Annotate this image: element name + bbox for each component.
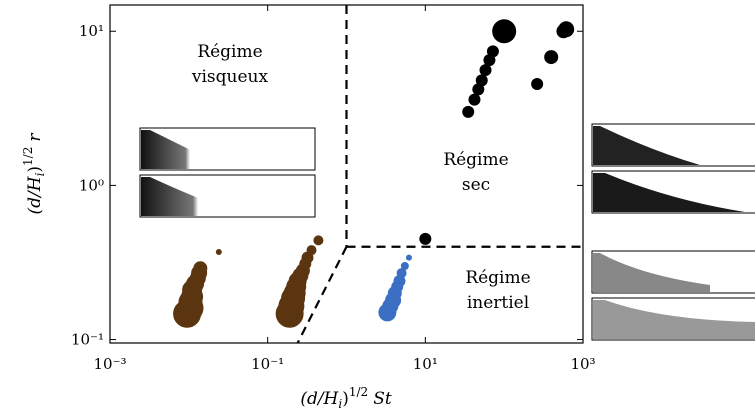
- data-point: [492, 19, 517, 44]
- data-point: [475, 74, 488, 87]
- y-tick-label: 10⁰: [79, 176, 104, 194]
- plot-area: [173, 5, 583, 344]
- data-point: [556, 24, 571, 39]
- data-point: [396, 268, 407, 279]
- regime-label: Régime: [465, 268, 530, 288]
- regime-boundary: [296, 246, 348, 344]
- y-tick-label: 10⁻¹: [71, 331, 104, 349]
- data-point: [419, 232, 432, 245]
- y-tick-label: 10¹: [79, 22, 104, 40]
- data-point: [468, 93, 481, 106]
- x-tick-label: 10³: [570, 355, 595, 373]
- data-point: [486, 45, 499, 58]
- data-point: [313, 235, 324, 246]
- regime-label: sec: [462, 175, 490, 195]
- data-point: [215, 248, 222, 255]
- regime-label: visqueux: [191, 67, 269, 87]
- data-point: [479, 64, 492, 77]
- data-point: [531, 77, 544, 90]
- regime-label: inertiel: [467, 293, 529, 313]
- x-axis-label: (d/Hi)1/2 St: [300, 385, 392, 411]
- data-point: [405, 254, 412, 261]
- data-point: [193, 261, 208, 276]
- data-point: [400, 262, 409, 271]
- x-tick-label: 10¹: [413, 355, 438, 373]
- x-tick-label: 10⁻³: [93, 355, 126, 373]
- data-point: [306, 245, 317, 256]
- regime-label: Régime: [443, 150, 508, 170]
- data-point: [462, 105, 475, 118]
- y-axis-label: (d/Hi)1/2r: [21, 133, 47, 215]
- insets: [139, 123, 755, 341]
- data-point: [544, 50, 559, 65]
- x-tick-label: 10⁻¹: [251, 355, 284, 373]
- regime-label: Régime: [197, 42, 262, 62]
